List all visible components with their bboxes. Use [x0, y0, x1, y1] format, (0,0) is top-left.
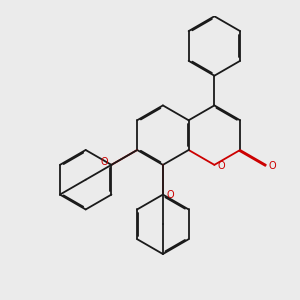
Text: O: O: [101, 158, 108, 167]
Text: O: O: [268, 161, 276, 171]
Text: O: O: [167, 190, 174, 200]
Text: O: O: [218, 161, 226, 171]
